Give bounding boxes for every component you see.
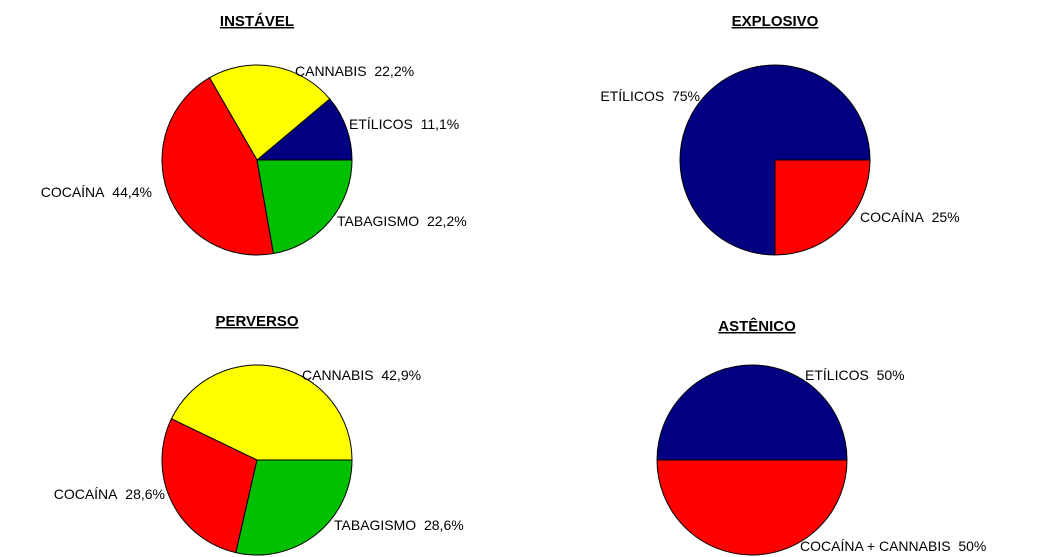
category-label: CANNABIS [295, 63, 367, 79]
value-label: 22,2% [374, 63, 414, 79]
pie-slice [235, 459, 353, 556]
chart-title: INSTÁVEL [220, 13, 294, 30]
category-label: COCAÍNA [860, 209, 924, 225]
pie-slice [161, 418, 258, 554]
category-label: COCAÍNA + CANNABIS [800, 538, 951, 554]
slice-label: COCAÍNA 44,4% [41, 184, 152, 200]
slice-label: COCAÍNA 25% [860, 209, 960, 225]
category-label: COCAÍNA [41, 184, 105, 200]
pie-slice [656, 459, 848, 556]
chart-title: PERVERSO [215, 313, 298, 330]
slice-label: CANNABIS 42,9% [302, 367, 421, 383]
slice-label: ETÍLICOS 11,1% [349, 116, 459, 132]
pie-slice [774, 159, 871, 256]
slice-label: ETÍLICOS 50% [805, 367, 905, 383]
value-label: 44,4% [112, 184, 152, 200]
value-label: 22,2% [427, 213, 467, 229]
pie-slice [679, 64, 871, 256]
pie-slice [161, 77, 275, 256]
category-label: TABAGISMO [337, 213, 419, 229]
slice-label: COCAÍNA 28,6% [54, 486, 165, 502]
category-label: CANNABIS [302, 367, 374, 383]
category-label: ETÍLICOS [349, 116, 413, 132]
slice-label: TABAGISMO 28,6% [334, 517, 464, 533]
value-label: 50% [958, 538, 986, 554]
value-label: 25% [932, 209, 960, 225]
pie-slice [656, 364, 848, 461]
pie-slice [170, 364, 353, 461]
category-label: COCAÍNA [54, 486, 118, 502]
value-label: 11,1% [421, 116, 460, 132]
slice-label: COCAÍNA + CANNABIS 50% [800, 538, 986, 554]
chart-title: EXPLOSIVO [732, 13, 819, 30]
value-label: 42,9% [381, 367, 421, 383]
value-label: 75% [672, 88, 700, 104]
category-label: TABAGISMO [334, 517, 416, 533]
value-label: 50% [877, 367, 905, 383]
category-label: ETÍLICOS [600, 88, 664, 104]
value-label: 28,6% [424, 517, 464, 533]
category-label: ETÍLICOS [805, 367, 869, 383]
pie-slice [208, 64, 331, 161]
slice-label: TABAGISMO 22,2% [337, 213, 467, 229]
pie-slice [256, 159, 353, 255]
value-label: 28,6% [125, 486, 165, 502]
slice-label: CANNABIS 22,2% [295, 63, 414, 79]
pie-slice [255, 98, 353, 161]
slice-label: ETÍLICOS 75% [600, 88, 700, 104]
chart-title: ASTÊNICO [718, 317, 796, 335]
